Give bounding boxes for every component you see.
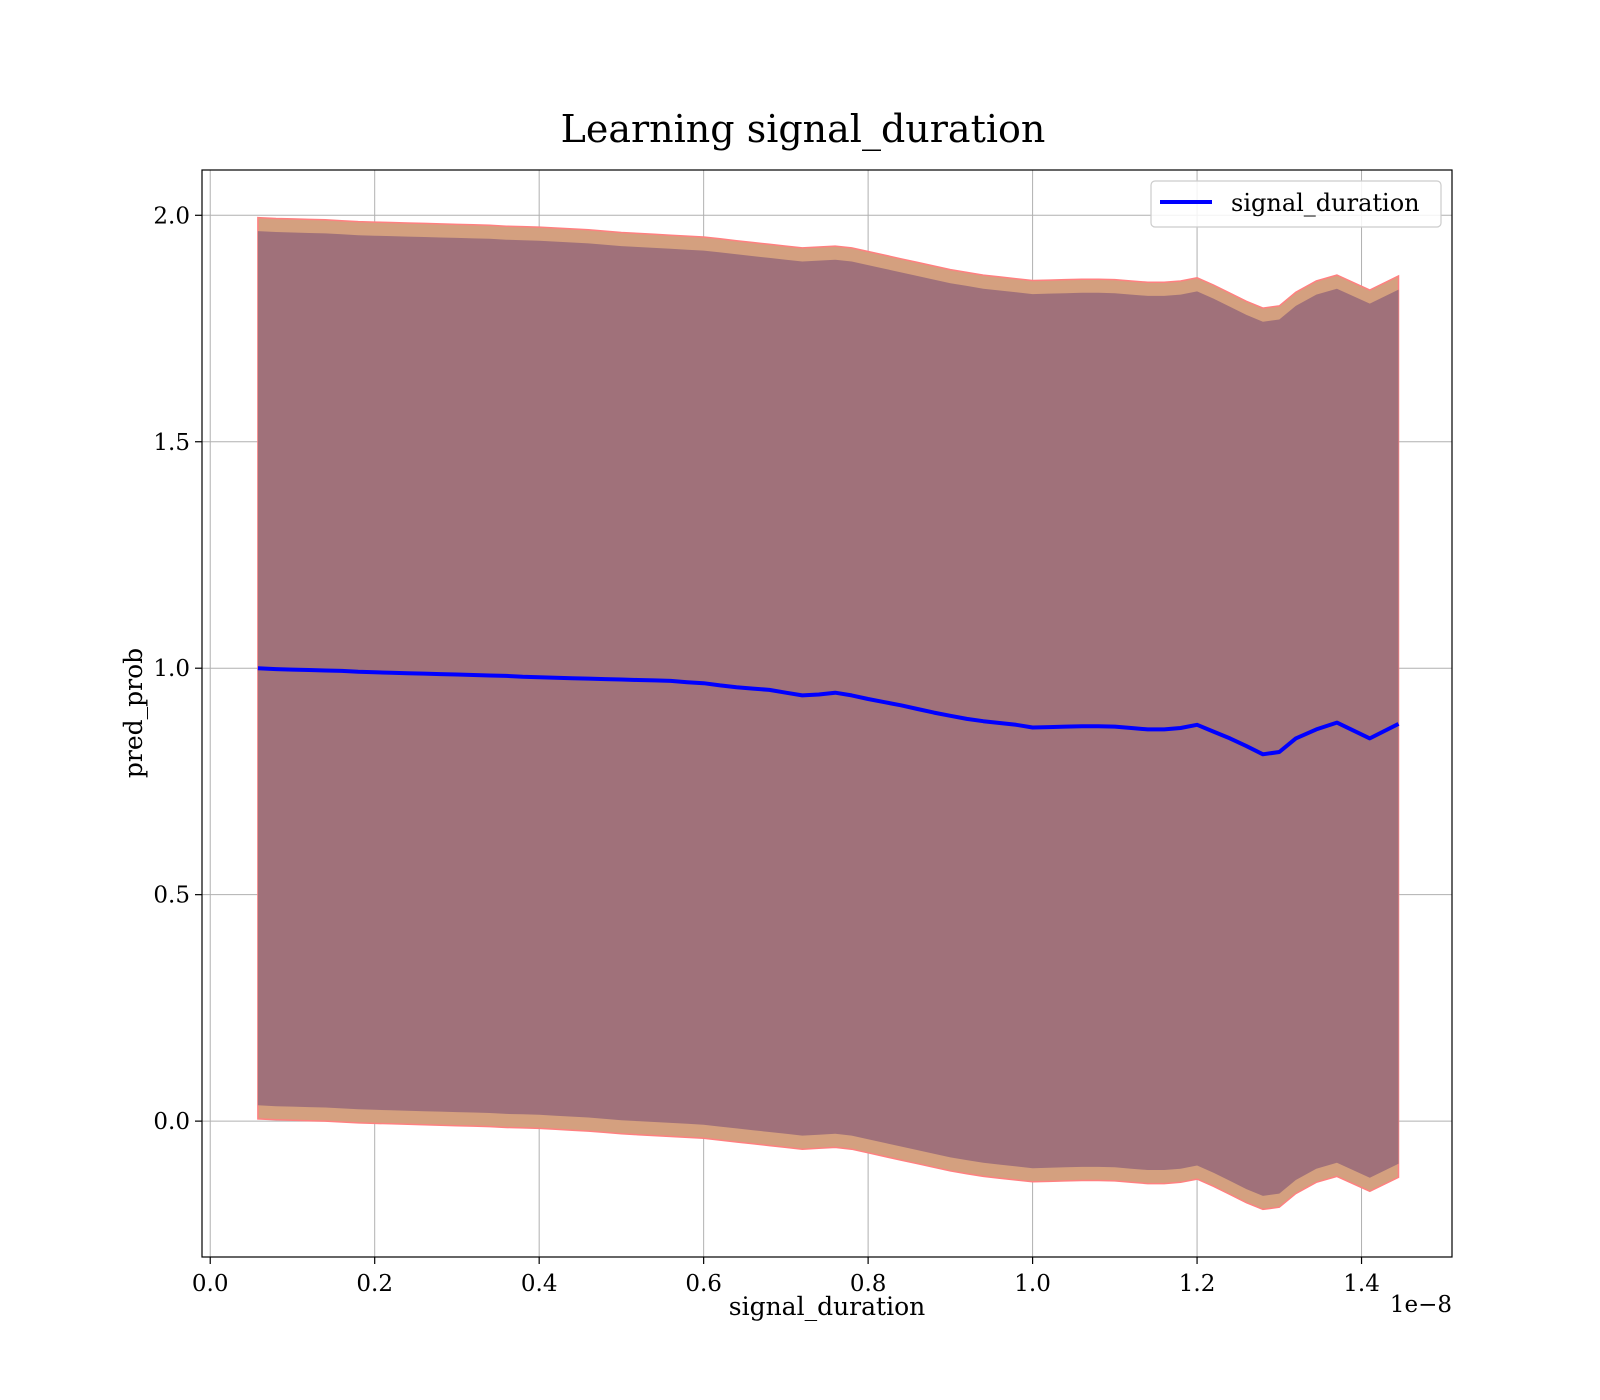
y-tick-label: 1.0 bbox=[153, 656, 190, 682]
axis-ticks: 0.0 0.2 0.4 0.6 0.8 1.0 1.2 1.4 0.0 0.5 1.0 1.5 2.0 bbox=[153, 203, 1379, 1297]
confidence-bands bbox=[257, 216, 1400, 1211]
x-tick-label: 0.2 bbox=[356, 1271, 393, 1297]
x-tick-label: 0.8 bbox=[850, 1271, 887, 1297]
x-axis-label: signal_duration bbox=[729, 1292, 925, 1321]
inner-confidence-band bbox=[257, 231, 1399, 1196]
y-tick-label: 0.5 bbox=[153, 883, 190, 909]
x-tick-label: 1.2 bbox=[1179, 1271, 1216, 1297]
y-tick-label: 2.0 bbox=[153, 203, 190, 229]
x-tick-label: 0.6 bbox=[685, 1271, 722, 1297]
y-axis-label: pred_prob bbox=[119, 648, 148, 778]
x-tick-label: 1.0 bbox=[1014, 1271, 1051, 1297]
chart-title: Learning signal_duration bbox=[561, 107, 1046, 152]
x-tick-label: 0.0 bbox=[192, 1271, 229, 1297]
legend-box bbox=[1150, 180, 1442, 228]
series-line-signal-duration bbox=[257, 666, 1400, 757]
y-tick-label: 0.0 bbox=[153, 1109, 190, 1135]
x-tick-label: 0.4 bbox=[521, 1271, 558, 1297]
legend-label: signal_duration bbox=[1231, 189, 1420, 217]
y-tick-label: 1.5 bbox=[153, 430, 190, 456]
legend: signal_duration bbox=[1150, 180, 1442, 228]
x-axis-offset-label: 1e−8 bbox=[1390, 1292, 1452, 1318]
plot-frame bbox=[201, 169, 1453, 1258]
series-lines bbox=[257, 666, 1400, 757]
x-tick-label: 1.4 bbox=[1343, 1271, 1380, 1297]
